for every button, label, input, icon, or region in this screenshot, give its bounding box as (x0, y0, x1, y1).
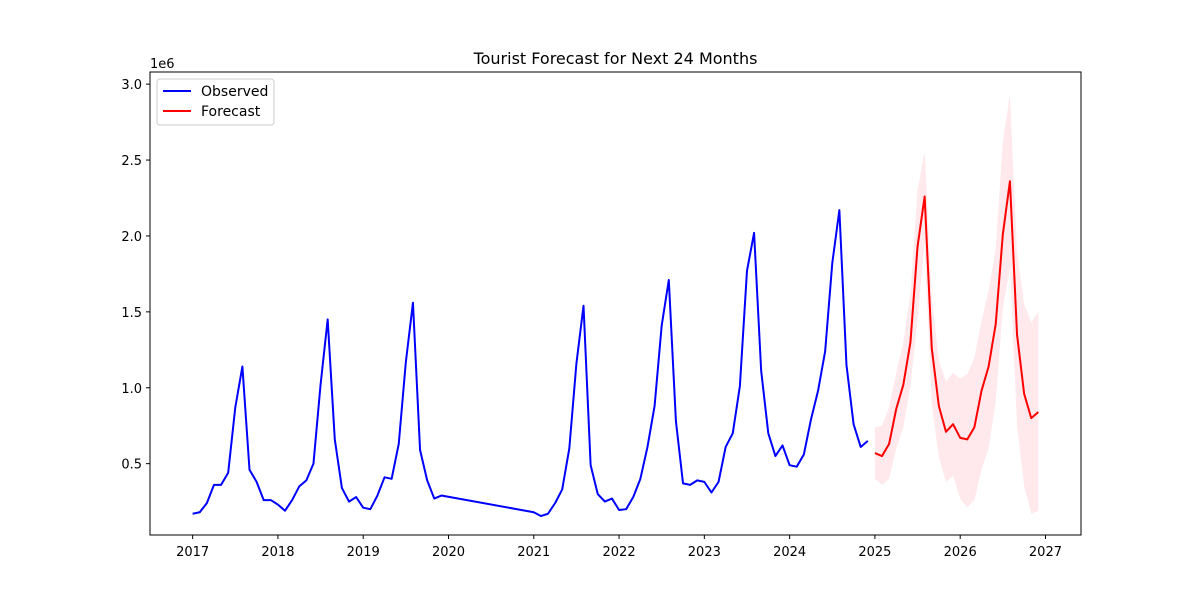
y-tick-label: 2.5 (121, 154, 142, 169)
y-tick-label: 1.5 (121, 306, 142, 321)
y-tick-label: 3.0 (121, 78, 142, 93)
series-lines-layer (192, 180, 1040, 518)
legend-label-forecast: Forecast (201, 104, 261, 120)
x-tick-label: 2021 (517, 545, 550, 560)
x-tick-label: 2018 (261, 545, 294, 560)
x-tick-label: 2017 (176, 545, 209, 560)
x-tick-label: 2022 (603, 545, 636, 560)
y-axis: 0.5 1.0 1.5 2.0 2.5 3.0 (121, 78, 150, 473)
x-axis: 2017 2018 2019 2020 2021 2022 2023 2024 2025 2026… (176, 535, 1062, 560)
y-offset-label: 1e6 (150, 57, 175, 72)
y-tick-label: 1.0 (121, 382, 142, 397)
plot-area-frame (149, 71, 1082, 536)
x-tick-label: 2027 (1029, 545, 1062, 560)
x-tick-label: 2020 (432, 545, 465, 560)
series-line-forecast (874, 180, 1040, 458)
x-tick-label: 2026 (944, 545, 977, 560)
legend-label-observed: Observed (201, 84, 268, 100)
legend: Observed Forecast (156, 78, 275, 126)
y-tick-label: 2.0 (121, 230, 142, 245)
chart-title: Tourist Forecast for Next 24 Months (473, 49, 758, 68)
x-tick-label: 2019 (347, 545, 380, 560)
x-tick-label: 2024 (773, 545, 806, 560)
x-tick-label: 2023 (688, 545, 721, 560)
series-line-observed (192, 209, 869, 518)
x-tick-label: 2025 (858, 545, 891, 560)
y-tick-label: 0.5 (121, 458, 142, 473)
